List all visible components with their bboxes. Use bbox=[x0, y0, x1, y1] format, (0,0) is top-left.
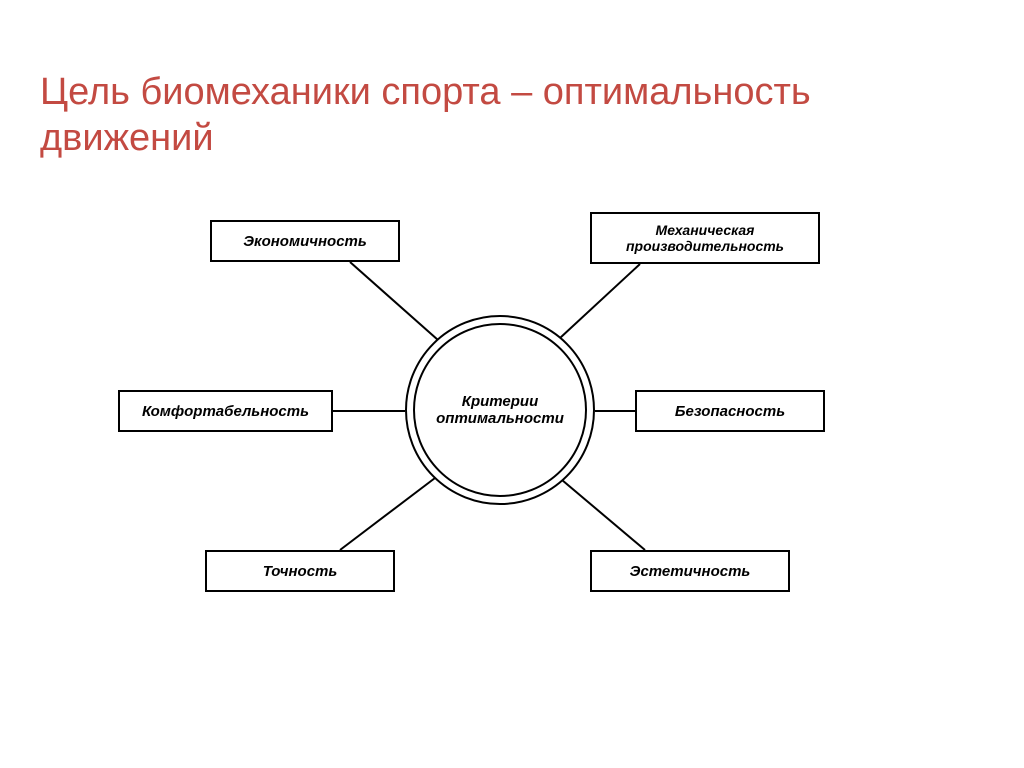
connector-line bbox=[562, 480, 645, 550]
node-acc: Точность bbox=[205, 550, 395, 592]
slide: Цель биомеханики спорта – оптимальность … bbox=[0, 0, 1024, 768]
center-node-label: Критерииоптимальности bbox=[436, 393, 564, 427]
node-safety: Безопасность bbox=[635, 390, 825, 432]
connector-line bbox=[560, 264, 640, 338]
node-aesth: Эстетичность bbox=[590, 550, 790, 592]
connector-line bbox=[350, 262, 438, 340]
page-title: Цель биомеханики спорта – оптимальность … bbox=[40, 70, 940, 161]
node-mech: Механическаяпроизводительность bbox=[590, 212, 820, 264]
center-node: Критерииоптимальности bbox=[413, 323, 587, 497]
node-econ: Экономичность bbox=[210, 220, 400, 262]
node-comfort: Комфортабельность bbox=[118, 390, 333, 432]
connector-line bbox=[340, 478, 435, 550]
